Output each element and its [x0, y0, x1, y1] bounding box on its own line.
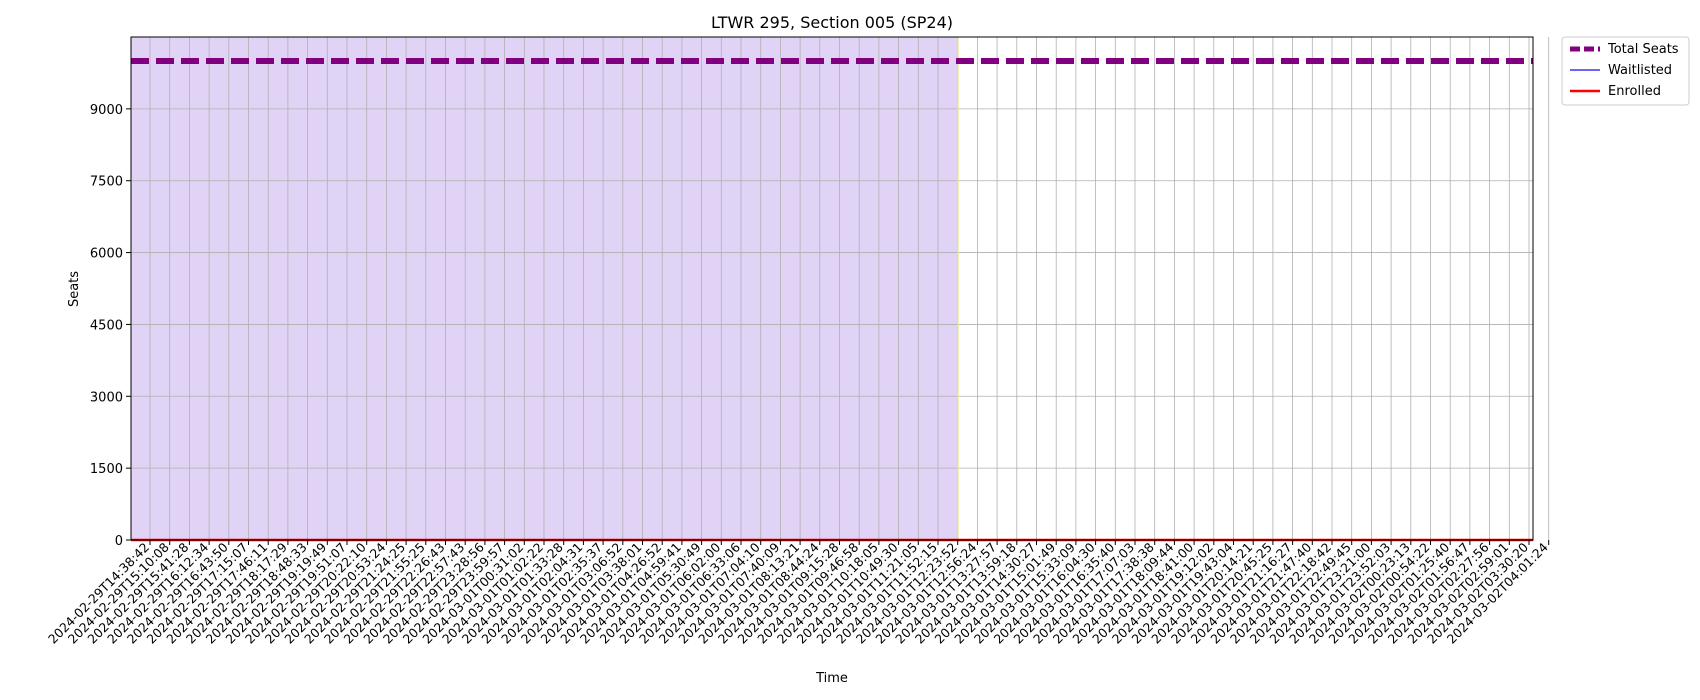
legend-label-total-seats: Total Seats [1607, 42, 1679, 57]
x-axis-ticks: 2024-02-29T14:38:422024-02-29T15:10:0820… [45, 539, 1551, 646]
grid-lines [131, 37, 1550, 541]
y-axis-ticks: 0 1500 3000 4500 6000 7500 9000 [90, 103, 131, 549]
y-axis-label: Seats [67, 271, 82, 307]
y-tick-label: 9000 [90, 103, 123, 118]
legend-label-waitlisted: Waitlisted [1608, 63, 1672, 78]
plot-frame [130, 36, 1534, 541]
y-tick-label: 6000 [90, 247, 123, 262]
y-tick-label: 7500 [90, 175, 123, 190]
legend-label-enrolled: Enrolled [1608, 84, 1661, 99]
chart-title: LTWR 295, Section 005 (SP24) [711, 13, 953, 32]
y-tick-label: 4500 [90, 318, 123, 333]
legend-frame [1561, 36, 1690, 106]
y-tick-label: 3000 [90, 390, 123, 405]
legend: Total Seats Waitlisted Enrolled [1561, 36, 1690, 106]
x-axis-label: Time [815, 671, 848, 686]
y-tick-label: 1500 [90, 462, 123, 477]
y-tick-label: 0 [115, 534, 123, 549]
